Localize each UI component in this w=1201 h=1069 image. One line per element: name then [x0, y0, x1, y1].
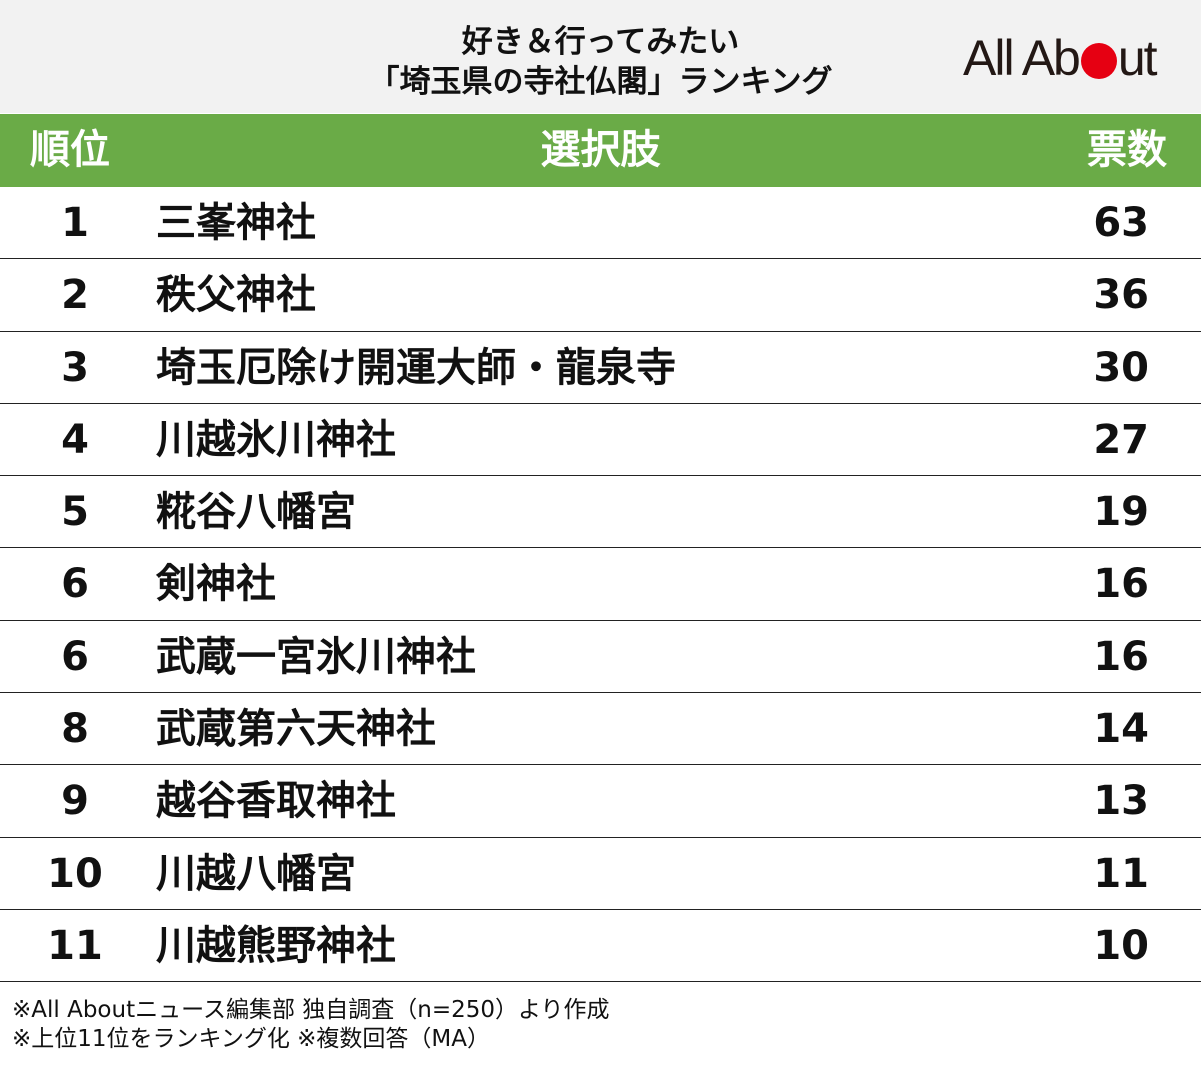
- name-cell: 川越氷川神社: [156, 416, 396, 463]
- rank-cell: 1: [61, 200, 89, 246]
- column-header-rank: 順位: [30, 127, 110, 173]
- rank-cell: 8: [61, 706, 89, 753]
- footnote-source: ※All Aboutニュース編集部 独自調査（n=250）より作成: [12, 997, 610, 1023]
- table-row: 3 埼玉厄除け開運大師・龍泉寺 30: [0, 332, 1201, 404]
- rank-cell: 6: [61, 633, 89, 680]
- rank-cell: 6: [61, 561, 89, 608]
- name-cell: 武蔵第六天神社: [156, 706, 436, 753]
- table-row: 5 糀谷八幡宮 19: [0, 476, 1201, 549]
- table-header: 順位 選択肢 票数: [0, 114, 1201, 187]
- rank-cell: 4: [61, 416, 89, 463]
- rank-cell: 2: [61, 272, 89, 319]
- header: 好き＆行ってみたい 「埼玉県の寺社仏閣」ランキング All Ab ut: [0, 0, 1201, 113]
- votes-cell: 11: [1093, 850, 1149, 897]
- name-cell: 三峯神社: [156, 200, 316, 246]
- votes-cell: 27: [1093, 416, 1149, 463]
- logo-text-suffix: ut: [1117, 30, 1158, 86]
- title-line-2: 「埼玉県の寺社仏閣」ランキング: [368, 64, 833, 100]
- footnote-method: ※上位11位をランキング化 ※複数回答（MA）: [12, 1026, 491, 1052]
- votes-cell: 13: [1093, 778, 1149, 825]
- table-row: 8 武蔵第六天神社 14: [0, 693, 1201, 766]
- votes-cell: 19: [1093, 489, 1149, 536]
- table-row: 10 川越八幡宮 11: [0, 838, 1201, 910]
- name-cell: 秩父神社: [156, 272, 316, 319]
- votes-cell: 30: [1093, 344, 1149, 391]
- votes-cell: 63: [1093, 200, 1149, 246]
- rank-cell: 10: [47, 850, 103, 897]
- table-row: 4 川越氷川神社 27: [0, 404, 1201, 477]
- table-row: 11 川越熊野神社 10: [0, 910, 1201, 983]
- votes-cell: 14: [1093, 706, 1149, 753]
- allabout-logo: All Ab ut: [963, 30, 1158, 86]
- rank-cell: 9: [61, 778, 89, 825]
- ranking-table: 1 三峯神社 63 2 秩父神社 36 3 埼玉厄除け開運大師・龍泉寺 30 4…: [0, 187, 1201, 983]
- rank-cell: 11: [47, 922, 103, 969]
- table-row: 1 三峯神社 63: [0, 187, 1201, 260]
- table-row: 6 武蔵一宮氷川神社 16: [0, 621, 1201, 694]
- votes-cell: 16: [1093, 561, 1149, 608]
- name-cell: 川越熊野神社: [156, 922, 396, 969]
- title-line-1: 好き＆行ってみたい: [461, 24, 740, 60]
- column-header-votes: 票数: [1087, 127, 1167, 173]
- table-row: 6 剣神社 16: [0, 548, 1201, 621]
- page-title: 好き＆行ってみたい 「埼玉県の寺社仏閣」ランキング: [0, 22, 1201, 102]
- column-header-choice: 選択肢: [540, 127, 661, 173]
- footnotes: ※All Aboutニュース編集部 独自調査（n=250）より作成 ※上位11位…: [12, 996, 610, 1054]
- name-cell: 剣神社: [156, 561, 276, 608]
- table-row: 2 秩父神社 36: [0, 259, 1201, 332]
- votes-cell: 16: [1093, 633, 1149, 680]
- rank-cell: 5: [61, 489, 89, 536]
- votes-cell: 36: [1093, 272, 1149, 319]
- name-cell: 川越八幡宮: [156, 850, 356, 897]
- name-cell: 越谷香取神社: [156, 778, 396, 825]
- rank-cell: 3: [61, 344, 89, 391]
- name-cell: 武蔵一宮氷川神社: [156, 633, 476, 680]
- name-cell: 埼玉厄除け開運大師・龍泉寺: [156, 344, 676, 391]
- logo-dot-icon: [1080, 43, 1117, 79]
- votes-cell: 10: [1093, 922, 1149, 969]
- logo-text-prefix: All Ab: [963, 30, 1081, 86]
- table-row: 9 越谷香取神社 13: [0, 765, 1201, 838]
- name-cell: 糀谷八幡宮: [156, 489, 356, 536]
